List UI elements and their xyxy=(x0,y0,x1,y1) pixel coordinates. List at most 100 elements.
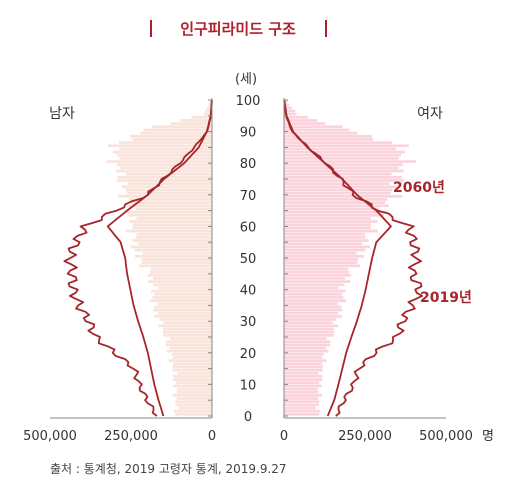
male-bar xyxy=(135,207,212,211)
female-bar xyxy=(284,340,331,344)
female-bar xyxy=(284,356,323,359)
male-bar xyxy=(154,292,212,296)
age-unit-label: (세) xyxy=(235,72,257,87)
female-bar xyxy=(284,412,320,416)
male-x-tick-label: 250,000 xyxy=(104,429,158,444)
male-bar xyxy=(118,194,212,198)
male-bar xyxy=(162,330,212,334)
male-bar xyxy=(175,412,212,416)
male-bar xyxy=(129,198,212,201)
male-bar xyxy=(132,226,212,230)
male-bar xyxy=(153,315,212,318)
male-x-tick-label: 500,000 xyxy=(23,429,77,444)
male-bar xyxy=(179,406,212,410)
female-bar xyxy=(284,283,345,287)
male-bar xyxy=(173,384,212,388)
source-note: 출처 : 통계청, 2019 고령자 통계, 2019.9.27 xyxy=(50,462,287,476)
female-bar xyxy=(284,134,373,138)
female-bar xyxy=(284,270,350,274)
male-bar xyxy=(157,311,212,315)
female-bar xyxy=(284,318,337,321)
male-bar xyxy=(172,394,212,397)
female-bar xyxy=(284,384,322,388)
male-bar xyxy=(135,236,212,239)
male-bar xyxy=(152,296,212,299)
female-bar xyxy=(284,207,379,211)
female-bar xyxy=(284,409,321,413)
female-bar xyxy=(284,153,401,157)
female-bar xyxy=(284,311,338,315)
female-bar xyxy=(284,131,358,135)
male-bar xyxy=(166,349,212,353)
female-bar xyxy=(284,147,397,151)
female-bar xyxy=(284,267,349,271)
age-tick-label: 20 xyxy=(240,347,257,362)
female-bar xyxy=(284,223,372,227)
female-bar xyxy=(284,141,393,144)
male-bar xyxy=(169,346,212,350)
male-bar xyxy=(154,305,212,309)
male-bar xyxy=(116,163,212,167)
title-right-divider xyxy=(325,20,327,37)
female-bar xyxy=(284,188,393,192)
male-bar xyxy=(116,169,212,173)
male-bar xyxy=(176,390,212,394)
female-bar xyxy=(284,128,350,132)
female-bar xyxy=(284,242,362,246)
male-bar xyxy=(138,242,212,246)
female-bar xyxy=(284,308,343,312)
male-bar xyxy=(147,280,212,283)
male-bar xyxy=(126,210,212,214)
female-bar xyxy=(284,201,385,204)
female-x-tick-label: 500,000 xyxy=(419,429,473,444)
female-bar xyxy=(284,169,404,173)
female-bar xyxy=(284,112,297,116)
male-bar xyxy=(166,340,212,344)
age-tick-label: 50 xyxy=(240,252,257,267)
female-bar xyxy=(284,185,398,189)
male-bar xyxy=(141,258,212,261)
male-bar xyxy=(150,270,212,274)
male-bar xyxy=(136,217,212,220)
female-bar xyxy=(284,349,329,353)
age-tick-label: 80 xyxy=(240,157,257,172)
female-bar xyxy=(284,365,323,369)
male-bar xyxy=(151,125,212,129)
age-tick-label: 30 xyxy=(240,315,257,330)
male-bar xyxy=(130,245,212,249)
female-bar xyxy=(284,277,346,280)
people-unit-label: 명 xyxy=(482,429,494,444)
male-bar xyxy=(173,362,212,366)
male-bar xyxy=(173,378,212,381)
male-x-tick-label: 0 xyxy=(208,429,216,444)
male-bar xyxy=(152,277,212,280)
male-bar xyxy=(158,324,212,328)
line-male-2019년 xyxy=(63,99,213,417)
female-bar xyxy=(284,321,333,325)
female-bar xyxy=(284,330,334,334)
female-bar xyxy=(284,106,292,110)
male-bar xyxy=(158,286,212,290)
age-tick-label: 0 xyxy=(244,410,252,425)
female-bar xyxy=(284,248,366,252)
annotation-2060: 2060년 xyxy=(393,180,445,196)
male-bar xyxy=(159,318,212,321)
male-bar xyxy=(177,387,212,391)
female-bar xyxy=(284,103,290,107)
male-bar xyxy=(169,337,212,340)
female-bar xyxy=(284,299,346,302)
female-bar xyxy=(284,346,327,350)
female-bar xyxy=(284,210,388,214)
female-bar xyxy=(284,198,388,201)
female-bar xyxy=(284,302,338,306)
age-tick-label: 100 xyxy=(236,94,261,109)
female-bar xyxy=(284,204,389,208)
male-bar xyxy=(176,397,212,400)
female-label: 여자 xyxy=(417,106,443,122)
female-bar xyxy=(284,138,374,141)
female-bar xyxy=(284,273,351,277)
female-bar xyxy=(284,289,346,293)
male-bar xyxy=(141,261,212,265)
female-bar xyxy=(284,403,319,407)
female-bar xyxy=(284,296,344,299)
